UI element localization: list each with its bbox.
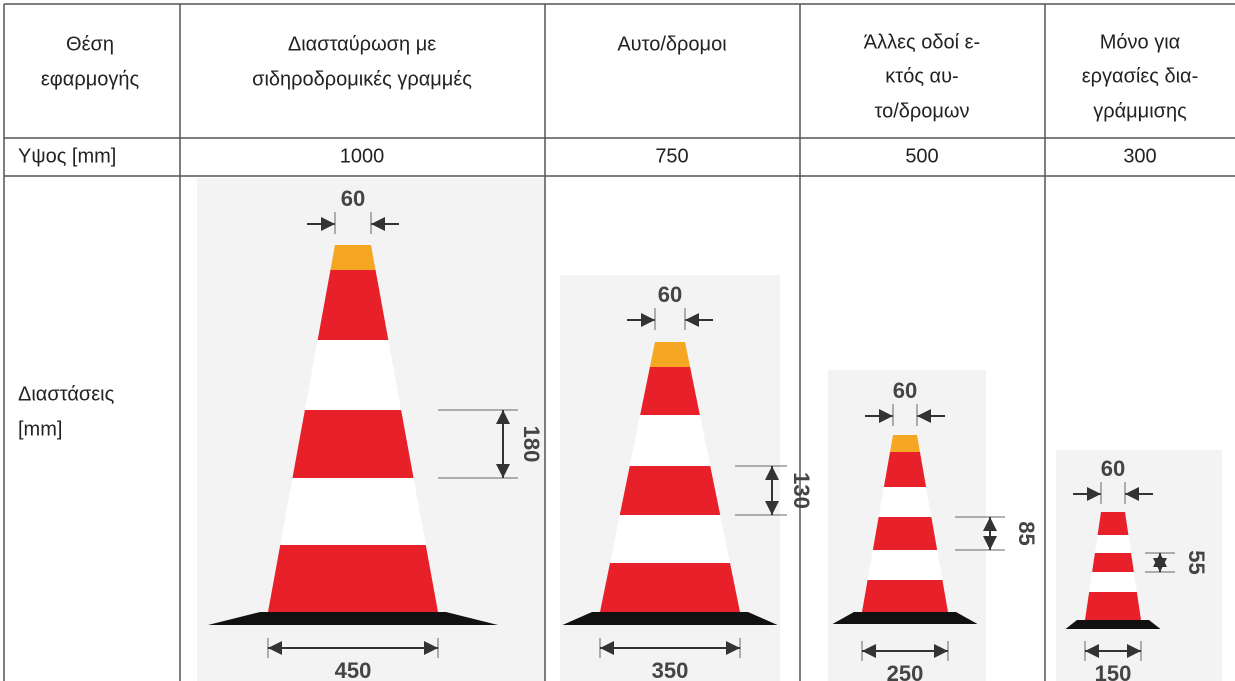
height-value: 750 <box>655 145 688 167</box>
cone-base <box>1066 620 1161 629</box>
cone-stripe <box>620 466 720 515</box>
header-cell: γράμμισης <box>1093 100 1187 122</box>
cone-stripe <box>879 487 932 517</box>
dimension-label: 60 <box>1101 456 1125 481</box>
cone-base <box>563 612 778 625</box>
cone-stripe <box>890 435 920 452</box>
header-cell: Άλλες οδοί ε- <box>864 31 980 53</box>
height-value: 300 <box>1123 145 1156 167</box>
header-cell: Θέση <box>66 33 114 55</box>
dimension-label: 250 <box>887 661 924 681</box>
page: Θέση εφαρμογής Διασταύρωση με σιδηροδρομικέ… <box>0 0 1235 681</box>
dimension-label: 60 <box>658 282 682 307</box>
cone-stripe <box>650 342 690 367</box>
dimension-label: 180 <box>519 426 544 463</box>
header-cell: το/δρομων <box>874 100 969 122</box>
row-label: [mm] <box>18 418 62 440</box>
header-cell: εργασίες δια- <box>1082 65 1199 87</box>
cone-stripe <box>862 580 948 612</box>
dimension-label: 350 <box>652 658 689 681</box>
header-cell: σιδηροδρομικές γραμμές <box>252 68 472 90</box>
dimension-label: 60 <box>893 378 917 403</box>
dimension-label: 85 <box>1014 521 1039 545</box>
header-cell: Διασταύρωση με <box>288 33 436 55</box>
cone-stripe <box>868 550 943 580</box>
cone-stripe <box>630 415 711 466</box>
dimension-label: 450 <box>335 658 372 681</box>
dimension-label: 60 <box>341 186 365 211</box>
cone-stripe <box>610 515 730 563</box>
cone-stripe <box>280 478 426 545</box>
cone-stripe <box>330 245 375 270</box>
header-cell: κτός αυ- <box>885 65 958 87</box>
dimension-label: 55 <box>1184 550 1209 574</box>
cone-stripe <box>1092 553 1134 572</box>
cone-stripe <box>268 545 438 612</box>
header-cell: Μόνο για <box>1100 31 1180 53</box>
height-value: 1000 <box>340 145 385 167</box>
dimension-label: 130 <box>789 472 814 509</box>
cone-stripe <box>873 517 937 550</box>
height-value: 500 <box>905 145 938 167</box>
cone-stripe <box>1095 535 1131 553</box>
cone-stripe <box>1098 512 1129 535</box>
row-label: Διαστάσεις <box>18 383 115 405</box>
cone-base <box>833 612 978 624</box>
cone-stripe <box>1089 572 1137 592</box>
header-cell: εφαρμογής <box>41 68 140 90</box>
dimension-label: 150 <box>1095 661 1132 681</box>
cone-stripe <box>600 563 740 612</box>
cone-stripe <box>1085 592 1141 620</box>
row-label: Υψος [mm] <box>18 145 116 167</box>
cone-stripe <box>292 410 413 478</box>
cone-stripe <box>305 340 401 410</box>
cone-stripe <box>884 452 926 487</box>
header-cell: Αυτο/δρομοι <box>617 33 726 55</box>
cone-stripe <box>640 367 700 415</box>
